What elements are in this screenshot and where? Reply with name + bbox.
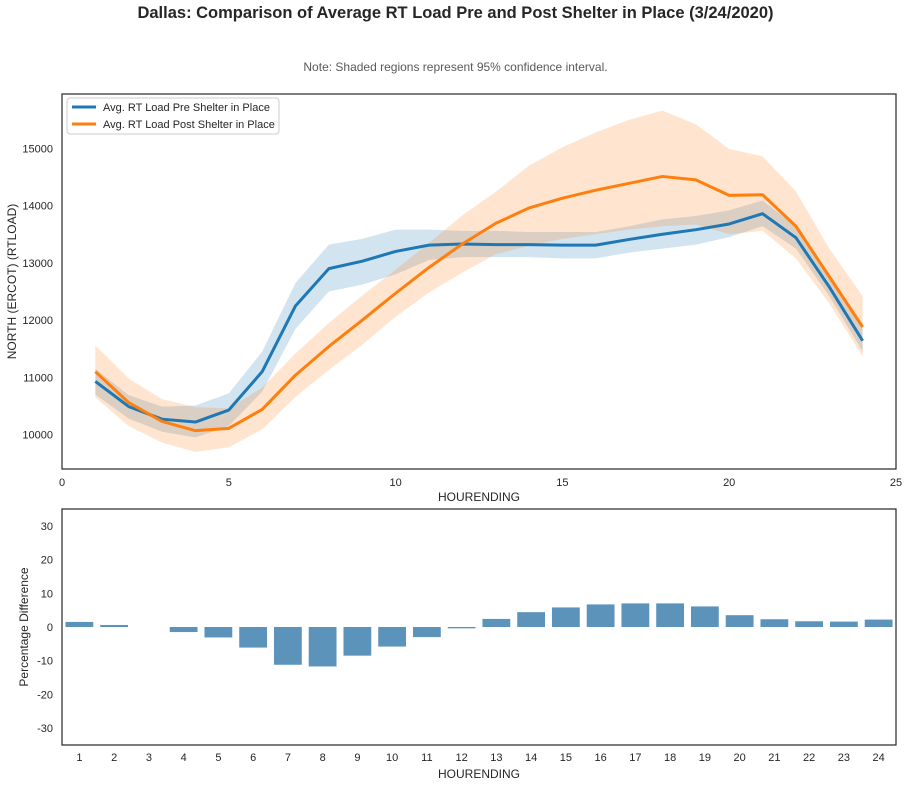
x-axis-label: HOURENDING xyxy=(438,767,520,781)
x-tick-label: 15 xyxy=(560,752,572,764)
x-tick-label: 16 xyxy=(595,752,607,764)
bar xyxy=(239,627,268,648)
bar xyxy=(447,627,476,629)
figure-note: Note: Shaded regions represent 95% confi… xyxy=(303,60,608,74)
bar xyxy=(65,621,94,627)
x-tick-label: 3 xyxy=(146,752,152,764)
x-tick-label: 14 xyxy=(525,752,537,764)
bar xyxy=(378,627,407,647)
y-tick-label: 10 xyxy=(41,588,53,600)
bar xyxy=(169,627,198,633)
bar xyxy=(308,627,337,667)
y-tick-label: 11000 xyxy=(23,372,53,384)
x-tick-label: 22 xyxy=(803,752,815,764)
y-tick-label: 14000 xyxy=(22,201,53,213)
x-tick-label: 10 xyxy=(389,477,401,489)
ci-band-series-1 xyxy=(95,200,863,438)
ci-band-series-2 xyxy=(95,110,863,452)
x-tick-label: 8 xyxy=(320,752,326,764)
bar xyxy=(482,618,511,627)
bar xyxy=(586,604,615,627)
x-tick-label: 24 xyxy=(873,752,885,764)
y-tick-label: 10000 xyxy=(22,430,53,442)
x-tick-label: 5 xyxy=(226,477,232,489)
x-tick-label: 17 xyxy=(629,752,641,764)
bar xyxy=(690,606,719,627)
bar xyxy=(760,619,789,627)
y-tick-label: 15000 xyxy=(22,143,53,155)
y-axis-label: Percentage Difference xyxy=(17,567,31,687)
y-tick-label: 20 xyxy=(41,555,53,567)
bar xyxy=(864,619,893,627)
y-tick-label: 13000 xyxy=(22,258,53,270)
x-tick-label: 23 xyxy=(838,752,850,764)
bar xyxy=(795,621,824,627)
plot-frame xyxy=(61,508,897,746)
line-chart: 0 5 10 15 20 25 10000 11000 12000 13000 14000 15000… xyxy=(5,93,902,504)
bar xyxy=(100,624,129,627)
x-tick-label: 12 xyxy=(456,752,468,764)
y-tick-label: -10 xyxy=(37,656,53,668)
y-tick-label: 12000 xyxy=(22,315,53,327)
bar-chart: 1 2 3 4 5 6 7 8 9 10 11 12 13 14 15 16 17 18 19 20 21 22 23 24-… xyxy=(17,508,897,781)
legend-box xyxy=(66,97,280,135)
x-tick-label: 20 xyxy=(734,752,746,764)
y-axis-label: NORTH (ERCOT) (RTLOAD) xyxy=(5,204,19,360)
x-tick-label: 7 xyxy=(285,752,291,764)
bar xyxy=(204,627,233,638)
x-tick-label: 1 xyxy=(76,752,82,764)
bar xyxy=(273,627,302,665)
x-tick-label: 11 xyxy=(421,752,432,764)
y-tick-label: -20 xyxy=(37,689,53,701)
x-tick-label: 25 xyxy=(890,477,902,489)
x-tick-label: 21 xyxy=(768,752,780,764)
bar xyxy=(412,627,441,638)
x-tick-label: 9 xyxy=(354,752,360,764)
y-tick-label: 30 xyxy=(41,521,53,533)
x-tick-label: 15 xyxy=(556,477,568,489)
x-tick-label: 6 xyxy=(250,752,256,764)
plot-frame xyxy=(61,93,897,470)
x-tick-label: 2 xyxy=(111,752,117,764)
line-series-1 xyxy=(94,212,864,424)
y-tick-label: 0 xyxy=(47,622,53,634)
x-tick-label: 10 xyxy=(386,752,398,764)
bar xyxy=(656,603,685,627)
x-axis-label: HOURENDING xyxy=(438,490,520,504)
x-tick-label: 5 xyxy=(215,752,221,764)
legend: Avg. RT Load Pre Shelter in Place Avg. RT… xyxy=(66,97,280,135)
x-tick-label: 18 xyxy=(664,752,676,764)
x-tick-label: 19 xyxy=(699,752,711,764)
bar xyxy=(829,621,858,627)
legend-label-series-2: Avg. RT Load Post Shelter in Place xyxy=(103,119,275,131)
y-tick-label: -30 xyxy=(37,723,53,735)
bar xyxy=(343,627,372,656)
bar xyxy=(551,607,580,627)
figure-title: Dallas: Comparison of Average RT Load Pr… xyxy=(137,4,774,22)
bar xyxy=(725,615,754,627)
x-tick-label: 13 xyxy=(490,752,502,764)
bar xyxy=(621,603,650,627)
bar xyxy=(517,612,546,627)
x-tick-label: 0 xyxy=(59,477,65,489)
line-series-2 xyxy=(94,174,864,433)
x-tick-label: 4 xyxy=(181,752,187,764)
x-tick-label: 20 xyxy=(723,477,735,489)
legend-label-series-1: Avg. RT Load Pre Shelter in Place xyxy=(103,102,270,114)
